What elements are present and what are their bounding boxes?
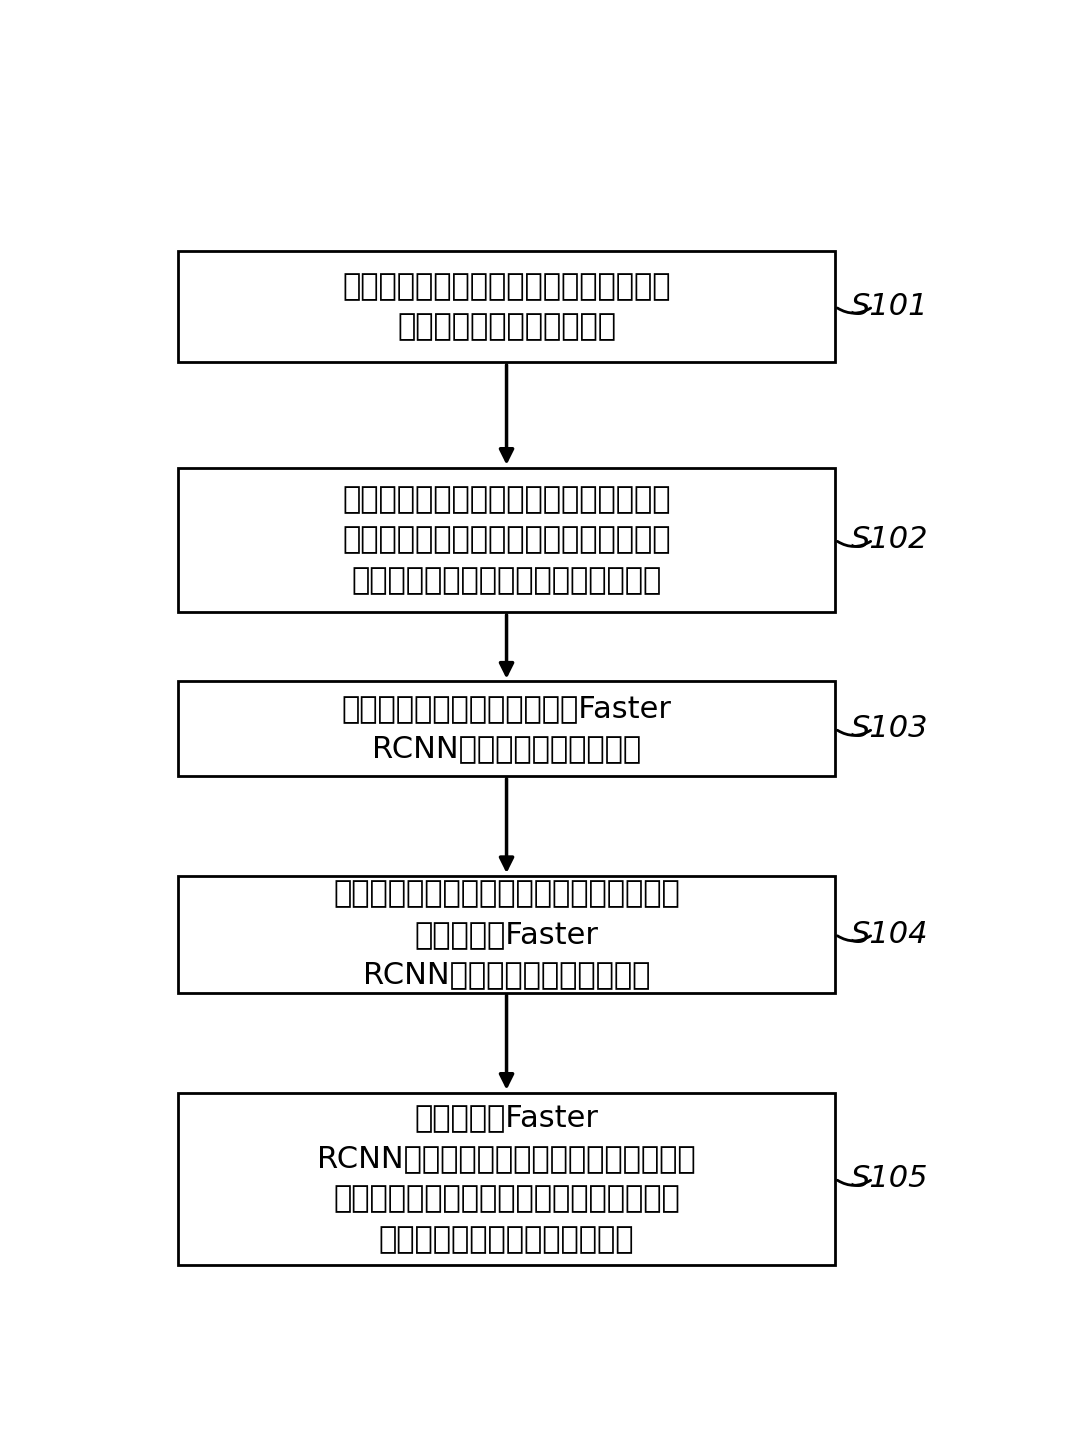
Text: 采集目标图像，并将采集到的目标图像分
为训练数据集和测试数据集: 采集目标图像，并将采集到的目标图像分 为训练数据集和测试数据集	[342, 271, 671, 341]
Text: 将测试后的Faster
RCNN神经网络模型嵌入并联机器人视觉系
统中，通过工业摄像机对视场范围内采集到
的待检测图像进行目标识别定位: 将测试后的Faster RCNN神经网络模型嵌入并联机器人视觉系 统中，通过工业…	[317, 1104, 696, 1254]
FancyBboxPatch shape	[178, 1092, 835, 1266]
Text: 搭建混合自动编码器，将训练数据集中图
像分批送入混合自动编码器进行去噪和稀
疏处理，获取带有分类标签的图像数据: 搭建混合自动编码器，将训练数据集中图 像分批送入混合自动编码器进行去噪和稀 疏处…	[342, 485, 671, 595]
Text: S105: S105	[851, 1165, 928, 1193]
FancyBboxPatch shape	[178, 468, 835, 612]
FancyBboxPatch shape	[178, 876, 835, 993]
Text: S101: S101	[851, 291, 928, 320]
Text: 将带有分类标签图像数据送入Faster
RCNN神经网络进行模型训练: 将带有分类标签图像数据送入Faster RCNN神经网络进行模型训练	[341, 694, 672, 763]
Text: S104: S104	[851, 919, 928, 948]
Text: S102: S102	[851, 525, 928, 554]
FancyBboxPatch shape	[178, 681, 835, 776]
FancyBboxPatch shape	[178, 251, 835, 362]
Text: 将测试数据集中的两组待检测目标图像送入
已训练好的Faster
RCNN神经网络中进行模型测试: 将测试数据集中的两组待检测目标图像送入 已训练好的Faster RCNN神经网络…	[334, 879, 679, 990]
Text: S103: S103	[851, 714, 928, 743]
